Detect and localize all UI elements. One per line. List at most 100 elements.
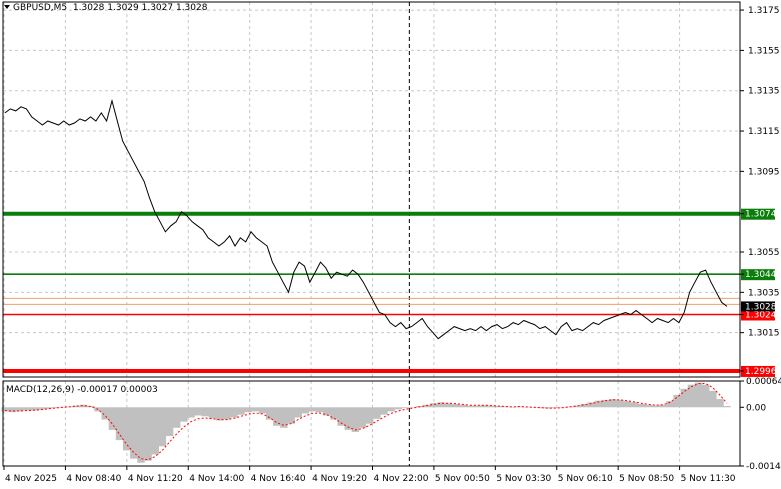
macd-histogram-bar xyxy=(244,407,252,413)
macd-histogram-bar xyxy=(308,407,317,412)
macd-histogram-bar xyxy=(387,407,395,412)
macd-histogram-bar xyxy=(501,406,510,408)
macd-histogram-bar xyxy=(8,407,17,413)
macd-histogram-bar xyxy=(22,407,31,411)
macd-histogram-bar xyxy=(80,404,88,408)
macd-histogram-bar xyxy=(701,384,710,408)
macd-histogram-bar xyxy=(51,407,59,409)
price-series xyxy=(4,98,728,340)
y-tick-label: 1.3095 xyxy=(748,167,780,177)
y-tick-label: 1.3115 xyxy=(748,127,780,137)
macd-histogram-bar xyxy=(287,407,295,424)
macd-histogram-bar xyxy=(144,407,152,461)
x-tick-label: 5 Nov 06:10 xyxy=(558,474,613,484)
macd-histogram-bar xyxy=(716,399,724,408)
symbol-label: GBPUSD,M5 xyxy=(13,3,68,13)
macd-histogram-bar xyxy=(187,407,195,418)
macd-plot-frame xyxy=(2,380,741,467)
macd-histogram-bar xyxy=(651,405,660,408)
macd-histogram-bar xyxy=(601,399,610,408)
y-tick-label: 1.3175 xyxy=(748,6,780,16)
macd-histogram-bar xyxy=(573,405,581,408)
level-label-box xyxy=(741,208,775,220)
symbol-header[interactable]: GBPUSD,M5 1.3028 1.3029 1.3027 1.3028 xyxy=(4,3,207,13)
macd-signal-line xyxy=(4,383,728,461)
macd-histogram-bar xyxy=(330,407,338,420)
macd-histogram-bar xyxy=(516,406,524,408)
main-plot-frame xyxy=(2,1,741,378)
macd-histogram-bar xyxy=(172,407,181,428)
macd-histogram-bar xyxy=(673,394,681,408)
macd-histogram-bar xyxy=(230,407,238,418)
x-tick-label: 5 Nov 11:30 xyxy=(681,474,736,484)
macd-histogram-bar xyxy=(508,406,517,408)
macd-histogram-bar xyxy=(644,404,653,408)
price-line xyxy=(4,98,728,340)
y-tick-label: 1.3055 xyxy=(748,248,780,258)
macd-header: MACD(12,26,9) -0.00017 0.00003 xyxy=(6,385,158,395)
macd-y-tick-label: 0.00064 xyxy=(746,377,781,387)
macd-histogram-bar xyxy=(723,406,731,408)
macd-histogram-bar xyxy=(130,407,138,459)
macd-histogram-bar xyxy=(437,402,445,408)
macd-histogram-bar xyxy=(637,403,646,408)
macd-histogram-bar xyxy=(208,407,217,419)
macd-histogram-bar xyxy=(265,407,274,420)
current-price-box xyxy=(741,301,775,312)
x-tick-label: 5 Nov 03:30 xyxy=(496,474,551,484)
y-tick-label: 1.3155 xyxy=(748,46,780,56)
macd-histogram-bar xyxy=(137,407,145,463)
macd-histogram-bar xyxy=(122,407,131,451)
x-tick-label: 4 Nov 2025 xyxy=(5,474,57,484)
macd-histogram-bar xyxy=(666,401,674,408)
x-tick-label: 4 Nov 14:00 xyxy=(189,474,244,484)
macd-histogram-bar xyxy=(280,407,288,428)
macd-values: -0.00017 0.00003 xyxy=(77,385,158,395)
macd-histogram-bar xyxy=(373,407,381,419)
macd-histogram-bar xyxy=(1,407,9,412)
macd-histogram-bar xyxy=(687,384,696,408)
level-label: 1.3074 xyxy=(745,210,777,220)
x-tick-label: 5 Nov 00:50 xyxy=(435,474,490,484)
macd-histogram-bar xyxy=(258,407,267,414)
level-label: 1.3024 xyxy=(745,311,777,321)
macd-histogram-bar xyxy=(587,402,596,408)
macd-histogram-bar xyxy=(87,406,95,408)
macd-histogram-bar xyxy=(444,403,453,408)
macd-histogram-bar xyxy=(237,407,245,415)
macd-histogram-bar xyxy=(451,403,460,408)
macd-histogram-bar xyxy=(194,407,202,416)
macd-histogram-bar xyxy=(344,407,353,430)
macd-histogram-bar xyxy=(201,407,210,417)
macd-histogram-bar xyxy=(323,407,331,416)
level-label-box xyxy=(741,269,775,281)
macd-histogram-bar xyxy=(101,407,109,420)
macd-histogram-bar xyxy=(544,407,553,409)
macd-histogram-bar xyxy=(301,407,310,414)
macd-histogram-bar xyxy=(108,407,117,430)
macd-histogram-bar xyxy=(458,404,467,408)
macd-histogram-bar xyxy=(594,400,603,408)
macd-y-tick-label: -0.00143 xyxy=(746,462,781,472)
level-label-box xyxy=(741,309,775,321)
macd-histogram-bar xyxy=(430,403,438,408)
macd-histogram-bar xyxy=(151,407,159,455)
macd-histogram-bar xyxy=(487,405,495,408)
y-tick-label: 1.3015 xyxy=(748,329,780,339)
macd-histogram-bar xyxy=(273,407,281,426)
macd-histogram-bar xyxy=(115,407,124,441)
macd-histogram-bar xyxy=(165,407,174,437)
dropdown-triangle-icon[interactable] xyxy=(4,5,10,9)
macd-histogram-bar xyxy=(358,407,367,428)
macd-histogram-bar xyxy=(616,399,624,408)
macd-y-tick-label: 0.00 xyxy=(746,403,766,413)
level-label-box xyxy=(741,365,775,377)
ohlc-values: 1.3028 1.3029 1.3027 1.3028 xyxy=(72,3,208,13)
macd-histogram-bar xyxy=(180,407,188,422)
macd-histogram-bar xyxy=(37,407,45,410)
macd-histogram-bar xyxy=(494,406,503,408)
macd-histogram-bar xyxy=(15,407,24,412)
macd-histogram-bar xyxy=(223,407,231,420)
